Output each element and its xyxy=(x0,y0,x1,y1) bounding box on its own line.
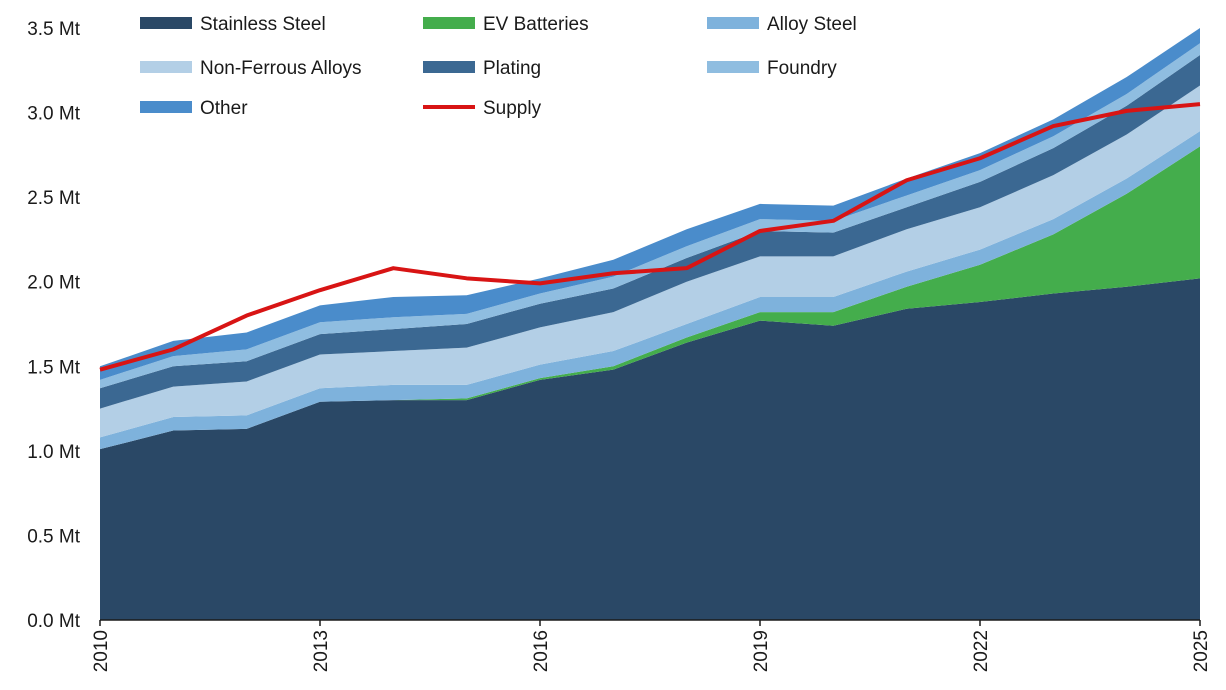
line-supply xyxy=(99,102,1201,372)
y-tick-label: 3.5 Mt xyxy=(27,19,81,40)
legend-swatch xyxy=(707,17,759,29)
y-tick-label: 0.0 Mt xyxy=(27,611,81,632)
x-tick-label: 2025 xyxy=(1191,630,1212,672)
area-non-ferrous-alloys xyxy=(100,85,1200,438)
legend-item-plating: Plating xyxy=(423,58,541,79)
legend-label: Foundry xyxy=(767,58,837,79)
legend-label: Supply xyxy=(483,98,542,119)
line-series-group xyxy=(99,102,1201,372)
y-tick-label: 2.5 Mt xyxy=(27,188,81,209)
area-foundry xyxy=(100,43,1200,389)
y-tick-label: 3.0 Mt xyxy=(27,104,81,125)
y-tick-label: 0.5 Mt xyxy=(27,526,81,547)
area-stainless-steel xyxy=(100,278,1200,620)
area-ev-batteries xyxy=(100,146,1200,450)
legend-label: Stainless Steel xyxy=(200,14,326,35)
axes: 0.0 Mt 0.5 Mt 1.0 Mt 1.5 Mt 2.0 Mt 2.5 Mt 3.0 … xyxy=(27,19,1212,672)
area-plating xyxy=(100,55,1200,409)
x-tick-label: 2013 xyxy=(311,630,332,672)
legend-label: Alloy Steel xyxy=(767,14,857,35)
x-tick-label: 2010 xyxy=(91,630,112,672)
y-tick-label: 2.0 Mt xyxy=(27,273,81,294)
legend-swatch xyxy=(707,61,759,73)
area-other xyxy=(100,28,1200,380)
legend-item-other: Other xyxy=(140,98,248,119)
legend-item-stainless-steel: Stainless Steel xyxy=(140,14,326,35)
legend-swatch xyxy=(423,17,475,29)
legend-item-non-ferrous-alloys: Non-Ferrous Alloys xyxy=(140,58,362,79)
legend-label: Plating xyxy=(483,58,541,79)
legend-item-foundry: Foundry xyxy=(707,58,837,79)
legend-label: Non-Ferrous Alloys xyxy=(200,58,362,79)
legend-item-alloy-steel: Alloy Steel xyxy=(707,14,857,35)
legend-label: Other xyxy=(200,98,248,119)
y-tick-label: 1.0 Mt xyxy=(27,442,81,463)
x-tick-label: 2016 xyxy=(531,630,552,672)
legend-swatch xyxy=(140,61,192,73)
area-alloy-steel xyxy=(100,131,1200,450)
area-series-group xyxy=(100,28,1200,620)
legend: Stainless Steel EV Batteries Alloy Steel No… xyxy=(140,14,857,119)
x-tick-label: 2022 xyxy=(971,630,992,672)
legend-label: EV Batteries xyxy=(483,14,589,35)
legend-swatch xyxy=(140,101,192,113)
legend-item-ev-batteries: EV Batteries xyxy=(423,14,589,35)
y-tick-label: 1.5 Mt xyxy=(27,357,81,378)
x-tick-label: 2019 xyxy=(751,630,772,672)
legend-swatch xyxy=(140,17,192,29)
legend-item-supply: Supply xyxy=(423,98,542,119)
legend-swatch xyxy=(423,61,475,73)
